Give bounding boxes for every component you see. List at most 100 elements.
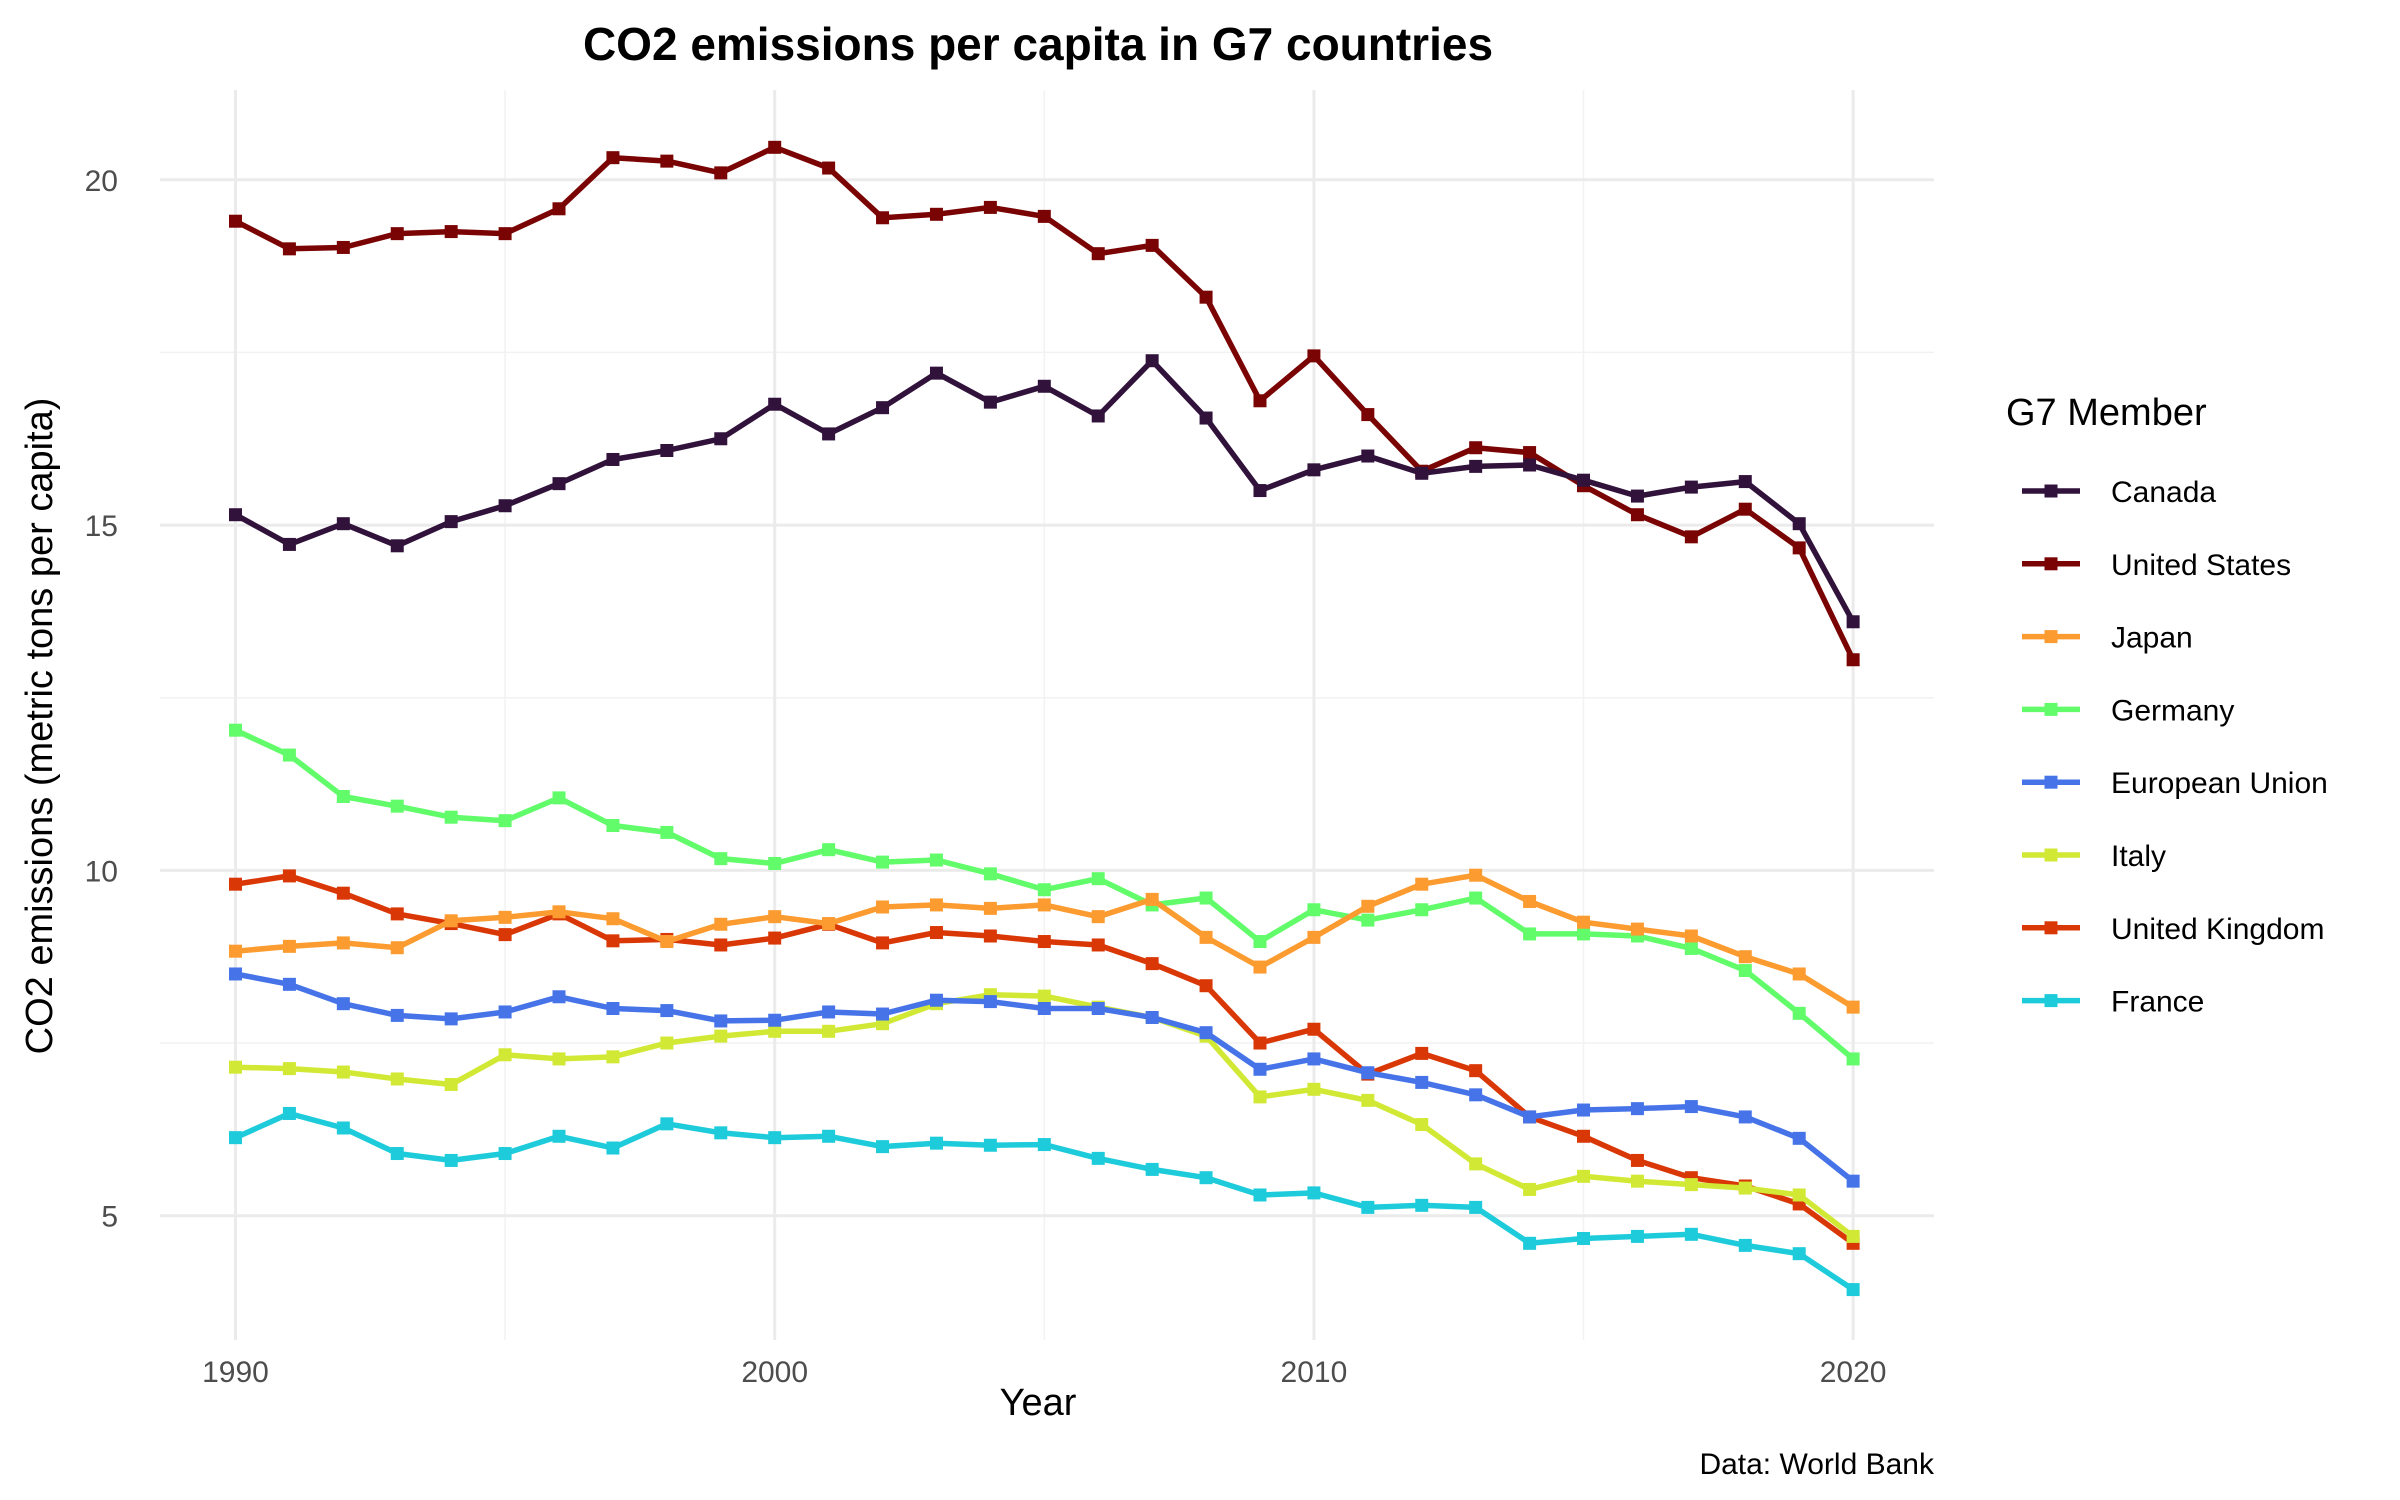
x-tick-label: 2010 (1281, 1356, 1348, 1389)
data-point-united-kingdom (229, 878, 242, 891)
y-tick-label: 15 (85, 510, 118, 543)
data-point-united-states (1685, 530, 1698, 543)
data-point-france (984, 1139, 997, 1152)
data-point-japan (1793, 967, 1806, 980)
data-point-france (553, 1130, 566, 1143)
data-point-japan (768, 910, 781, 923)
y-axis-label: CO2 emissions (metric tons per capita) (19, 398, 61, 1055)
data-point-canada (1577, 474, 1590, 487)
data-point-italy (1415, 1118, 1428, 1131)
data-point-canada (1038, 380, 1051, 393)
data-point-united-kingdom (1307, 1023, 1320, 1036)
data-point-italy (606, 1050, 619, 1063)
data-point-canada (283, 538, 296, 551)
data-point-canada (1200, 412, 1213, 425)
data-point-france (1200, 1171, 1213, 1184)
data-point-germany (714, 852, 727, 865)
data-point-canada (1793, 517, 1806, 530)
data-point-united-kingdom (1469, 1064, 1482, 1077)
data-point-canada (1361, 450, 1374, 463)
data-point-japan (1739, 950, 1752, 963)
data-point-united-kingdom (930, 926, 943, 939)
data-point-united-states (1361, 408, 1374, 421)
data-point-italy (283, 1062, 296, 1075)
data-point-germany (1253, 935, 1266, 948)
data-point-italy (1793, 1188, 1806, 1201)
data-point-italy (337, 1066, 350, 1079)
data-point-france (1631, 1230, 1644, 1243)
data-point-germany (283, 749, 296, 762)
data-point-european-union (714, 1014, 727, 1027)
data-point-japan (1847, 1001, 1860, 1014)
data-point-united-kingdom (714, 938, 727, 951)
data-point-japan (1146, 893, 1159, 906)
data-point-united-states (1253, 394, 1266, 407)
legend-item-european-union: European Union (2022, 767, 2328, 800)
data-point-united-kingdom (1146, 957, 1159, 970)
data-point-japan (1469, 869, 1482, 882)
data-point-japan (822, 917, 835, 930)
data-point-european-union (445, 1012, 458, 1025)
data-point-european-union (283, 978, 296, 991)
data-point-germany (1523, 927, 1536, 940)
caption: Data: World Bank (1699, 1448, 1935, 1481)
data-point-japan (876, 900, 889, 913)
data-point-japan (1253, 961, 1266, 974)
data-point-canada (876, 401, 889, 414)
legend-label: Japan (2111, 622, 2193, 655)
legend-key-marker (2045, 630, 2058, 643)
data-point-france (1146, 1163, 1159, 1176)
legend-item-japan: Japan (2022, 622, 2193, 655)
data-point-united-kingdom (391, 907, 404, 920)
data-point-canada (606, 453, 619, 466)
legend-label: Italy (2111, 840, 2166, 873)
data-point-france (1469, 1201, 1482, 1214)
x-tick-label: 2020 (1820, 1356, 1887, 1389)
y-tick-label: 20 (85, 165, 118, 198)
data-point-canada (1415, 467, 1428, 480)
data-point-japan (984, 902, 997, 915)
legend-key-marker (2045, 557, 2058, 570)
data-point-germany (768, 857, 781, 870)
data-point-france (606, 1142, 619, 1155)
data-point-united-states (1092, 247, 1105, 260)
data-point-united-states (1793, 541, 1806, 554)
data-point-italy (553, 1052, 566, 1065)
data-point-japan (1200, 931, 1213, 944)
data-point-germany (1739, 964, 1752, 977)
data-point-japan (714, 918, 727, 931)
data-point-france (1577, 1232, 1590, 1245)
data-point-france (229, 1131, 242, 1144)
data-point-italy (1739, 1182, 1752, 1195)
data-point-france (1847, 1283, 1860, 1296)
legend-key-marker (2045, 485, 2058, 498)
data-point-france (1092, 1152, 1105, 1165)
data-point-canada (1092, 409, 1105, 422)
chart-title: CO2 emissions per capita in G7 countries (583, 18, 1493, 70)
data-point-united-kingdom (499, 928, 512, 941)
data-point-united-states (1038, 210, 1051, 223)
legend-item-germany: Germany (2022, 694, 2234, 727)
data-point-european-union (1253, 1063, 1266, 1076)
data-point-united-kingdom (1577, 1130, 1590, 1143)
data-point-italy (229, 1061, 242, 1074)
data-point-france (1685, 1228, 1698, 1241)
data-point-united-kingdom (606, 934, 619, 947)
data-point-italy (1361, 1094, 1374, 1107)
data-point-united-states (1631, 508, 1644, 521)
data-point-italy (660, 1037, 673, 1050)
data-point-canada (1847, 615, 1860, 628)
data-point-european-union (499, 1005, 512, 1018)
data-point-united-states (768, 141, 781, 154)
data-point-italy (822, 1025, 835, 1038)
data-point-france (930, 1137, 943, 1150)
legend-label: France (2111, 986, 2204, 1019)
data-point-japan (1631, 923, 1644, 936)
data-point-european-union (1739, 1110, 1752, 1123)
data-point-germany (445, 811, 458, 824)
data-point-european-union (1577, 1104, 1590, 1117)
data-point-japan (930, 898, 943, 911)
data-point-european-union (1523, 1110, 1536, 1123)
data-point-italy (391, 1072, 404, 1085)
